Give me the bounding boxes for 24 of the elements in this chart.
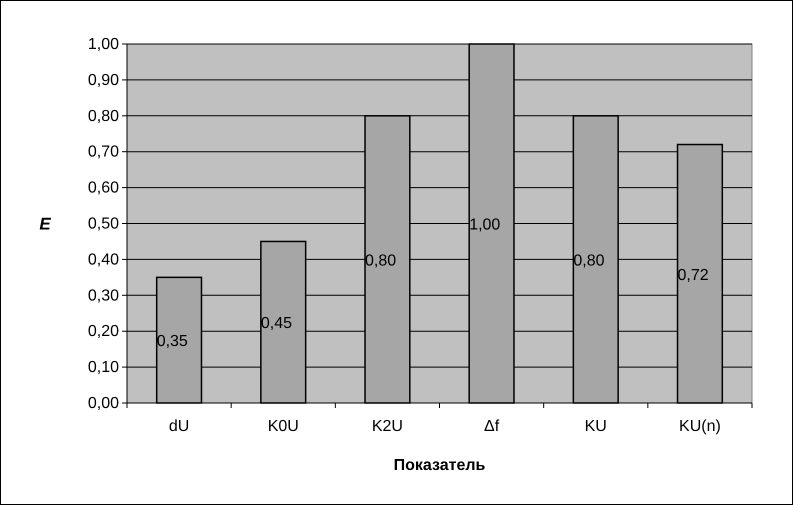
x-axis-title: Показатель [394,457,486,474]
y-tick-label: 0,00 [88,395,120,412]
x-tick-label: dU [168,418,190,435]
y-axis-title: E [39,214,52,234]
x-tick-label: KU [584,418,607,435]
x-tick-label: K0U [268,418,299,435]
y-tick-label: 0,30 [88,287,120,304]
y-tick-label: 0,20 [88,323,120,340]
x-tick-label: K2U [372,418,403,435]
x-tick-label: KU(n) [679,418,721,435]
y-tick-label: 0,70 [88,144,120,161]
y-tick-label: 0,10 [88,359,120,376]
y-tick-label: 0,40 [88,251,120,268]
y-tick-label: 1,00 [88,36,120,53]
y-tick-label: 0,90 [88,72,120,89]
x-tick-label: Δf [484,418,500,435]
data-label: 0,45 [260,315,292,332]
y-tick-label: 0,50 [88,216,120,232]
data-label: 1,00 [469,216,500,234]
data-label: 0,80 [365,252,396,270]
y-tick-label: 0,80 [88,108,120,125]
data-label: 0,72 [678,266,709,284]
data-label: 0,80 [573,252,605,270]
y-tick-label: 0,60 [88,180,120,197]
